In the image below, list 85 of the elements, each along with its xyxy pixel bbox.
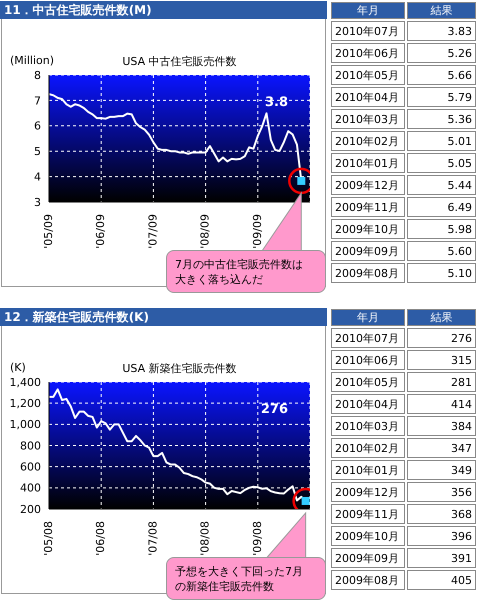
y-tick-label: 1,000 [10,418,41,432]
data-label: 6.49 [407,197,476,217]
y-tick-label: 7 [34,94,41,108]
category-label: 2009年12月 [331,482,405,502]
x-tick-label: '07/09 [146,214,160,249]
x-tick-label: '06/09 [94,214,108,249]
category-label: 2010年07月 [331,21,405,41]
y-tick-label: 400 [20,482,41,495]
data-label: 368 [407,504,476,524]
y-tick-label: 4 [34,170,41,184]
y-tick-label: 5 [34,145,41,158]
category-label: 2010年05月 [331,372,405,392]
data-label: 315 [407,350,476,370]
data-label: 276 [407,328,476,348]
data-label: 281 [407,372,476,392]
category-label: 2010年06月 [331,350,405,370]
x-tick-label: '09/09 [250,214,264,249]
category-label: 2010年02月 [331,438,405,458]
category-label: 2009年09月 [331,548,405,568]
y-tick-label: 3 [34,196,41,209]
chart-title: 12．新築住宅販売件数(K) [0,308,327,326]
y-tick-label: 8 [34,68,41,82]
category-label: 2010年03月 [331,109,405,129]
category-label: 2010年02月 [331,131,405,151]
text: 予想を大きく下回った7月の新築住宅販売件数 [175,564,304,594]
data-label: 5.36 [407,109,476,129]
y-axis-title: (K) [10,361,26,374]
y-tick-label: 1,200 [10,397,41,410]
data-label: 414 [407,394,476,414]
category-label: 2010年01月 [331,153,405,173]
category-label: 2010年04月 [331,394,405,414]
chart-subtitle: USA 新築住宅販売件数 [121,361,238,376]
x-tick-label: '05/09 [42,214,56,249]
y-axis-title: (Million) [10,54,54,67]
data-label: 347 [407,438,476,458]
category-label: 2009年11月 [331,504,405,524]
annotation: 3.8 [264,95,288,110]
x-tick-label: '06/08 [94,521,108,556]
text: 結果 [407,2,476,19]
y-tick-label: 200 [20,502,41,516]
category-label: 2010年01月 [331,460,405,480]
category-label: 2009年11月 [331,197,405,217]
category-label: 2010年06月 [331,43,405,63]
category-label: 2009年10月 [331,219,405,239]
chart-title: 11．中古住宅販売件数(M) [0,1,327,19]
data-label: 5.98 [407,219,476,239]
category-label: 2009年08月 [331,570,405,590]
data-label: 349 [407,460,476,480]
data-label: 3.83 [407,21,476,41]
data-label: 356 [407,482,476,502]
y-tick-label: 6 [34,120,41,133]
text: 年月 [331,309,405,326]
category-label: 2009年09月 [331,241,405,261]
category-label: 2010年05月 [331,65,405,85]
y-tick-label: 1,400 [10,376,41,389]
data-label: 5.66 [407,65,476,85]
category-label: 2010年07月 [331,328,405,348]
text: 7月の中古住宅販売件数は大きく落ち込んだ [175,257,304,287]
data-label: 391 [407,548,476,568]
x-tick-label: '07/08 [146,521,160,556]
category-label: 2010年03月 [331,416,405,436]
category-label: 2009年12月 [331,175,405,195]
data-label: 5.26 [407,43,476,63]
category-label: 2009年10月 [331,526,405,546]
text: 年月 [331,2,405,19]
x-tick-label: '09/08 [250,521,264,556]
data-label: 396 [407,526,476,546]
data-label: 5.10 [407,263,476,283]
category-label: 2009年08月 [331,263,405,283]
x-tick-label: '08/09 [198,214,212,249]
data-label: 5.60 [407,241,476,261]
y-tick-label: 800 [20,439,41,452]
x-tick-label: '08/08 [198,521,212,556]
data-label: 5.44 [407,175,476,195]
x-tick-label: '05/08 [42,521,56,556]
text: 結果 [407,309,476,326]
data-label: 5.01 [407,131,476,151]
data-label: 5.05 [407,153,476,173]
data-label: 405 [407,570,476,590]
y-tick-label: 600 [20,460,41,474]
annotation: 276 [260,402,288,417]
chart-subtitle: USA 中古住宅販売件数 [122,55,237,68]
category-label: 2010年04月 [331,87,405,107]
data-label: 384 [407,416,476,436]
data-label: 5.79 [407,87,476,107]
